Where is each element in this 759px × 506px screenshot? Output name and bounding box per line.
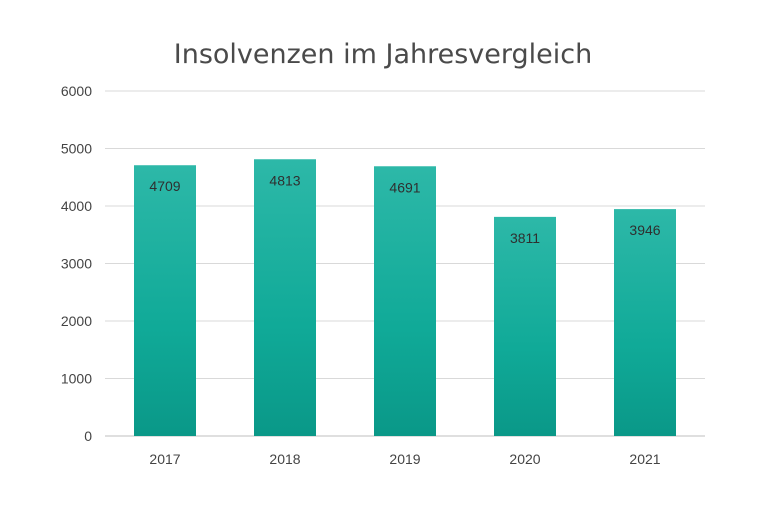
data-labels: 4709 4813 4691 3811 3946 [149, 172, 660, 246]
y-tick-label: 2000 [61, 313, 92, 329]
bar-2017 [134, 165, 196, 437]
bars [134, 159, 676, 437]
y-tick-label: 4000 [61, 198, 92, 214]
y-tick-label: 6000 [61, 83, 92, 99]
data-label-2020: 3811 [510, 230, 540, 246]
x-tick-label-2018: 2018 [269, 451, 300, 467]
data-label-2018: 4813 [269, 172, 300, 188]
data-label-2017: 4709 [149, 178, 180, 194]
data-label-2019: 4691 [389, 179, 420, 195]
bar-2021 [614, 209, 676, 436]
bar-2019 [374, 166, 436, 436]
y-axis-ticks: 0 1000 2000 3000 4000 5000 6000 [61, 83, 92, 444]
bar-2020 [494, 216, 556, 436]
y-tick-label: 1000 [61, 371, 92, 387]
x-axis-ticks: 2017 2018 2019 2020 2021 [149, 451, 660, 467]
x-tick-label-2017: 2017 [149, 451, 180, 467]
chart-title: Insolvenzen im Jahresvergleich [174, 39, 592, 70]
x-tick-label-2019: 2019 [389, 451, 420, 467]
y-tick-label: 3000 [61, 256, 92, 272]
data-label-2021: 3946 [629, 222, 660, 238]
bar-2018 [254, 159, 316, 436]
x-tick-label-2021: 2021 [629, 451, 660, 467]
y-tick-label: 0 [84, 428, 92, 444]
y-tick-label: 5000 [61, 141, 92, 157]
x-tick-label-2020: 2020 [509, 451, 540, 467]
